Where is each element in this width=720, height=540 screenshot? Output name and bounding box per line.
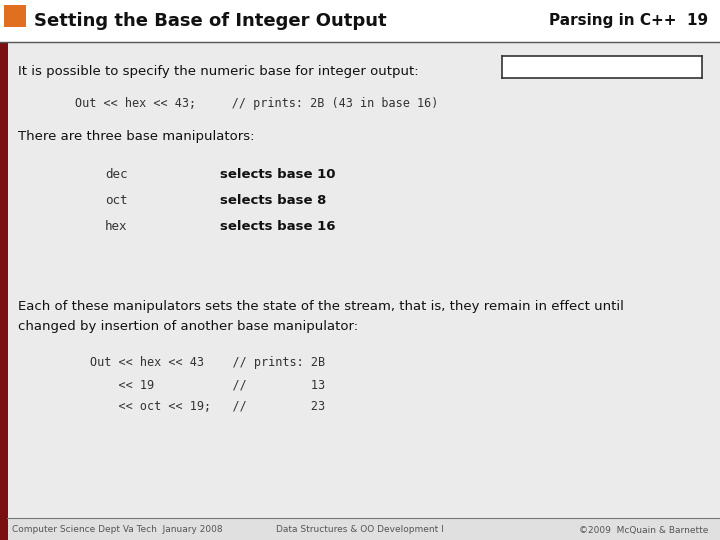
Text: Setting the Base of Integer Output: Setting the Base of Integer Output: [34, 12, 387, 30]
Text: selects base 8: selects base 8: [220, 194, 326, 207]
Text: It is possible to specify the numeric base for integer output:: It is possible to specify the numeric ba…: [18, 65, 418, 78]
Text: Out << hex << 43    // prints: 2B: Out << hex << 43 // prints: 2B: [90, 356, 325, 369]
Text: << oct << 19;   //         23: << oct << 19; // 23: [90, 400, 325, 413]
Text: Parsing in C++  19: Parsing in C++ 19: [549, 14, 708, 29]
Text: selects base 16: selects base 16: [220, 220, 336, 233]
Text: Data Structures & OO Development I: Data Structures & OO Development I: [276, 525, 444, 535]
Text: << 19           //         13: << 19 // 13: [90, 378, 325, 391]
Text: changed by insertion of another base manipulator:: changed by insertion of another base man…: [18, 320, 358, 333]
Text: dec: dec: [105, 168, 127, 181]
Text: selects base 10: selects base 10: [220, 168, 336, 181]
Text: ©2009  McQuain & Barnette: ©2009 McQuain & Barnette: [579, 525, 708, 535]
Text: oct: oct: [105, 194, 127, 207]
Text: header file: <iomanip>: header file: <iomanip>: [521, 60, 683, 73]
Text: Each of these manipulators sets the state of the stream, that is, they remain in: Each of these manipulators sets the stat…: [18, 300, 624, 313]
Text: There are three base manipulators:: There are three base manipulators:: [18, 130, 254, 143]
Text: hex: hex: [105, 220, 127, 233]
Text: Out << hex << 43;     // prints: 2B (43 in base 16): Out << hex << 43; // prints: 2B (43 in b…: [75, 97, 438, 110]
Text: Computer Science Dept Va Tech  January 2008: Computer Science Dept Va Tech January 20…: [12, 525, 222, 535]
